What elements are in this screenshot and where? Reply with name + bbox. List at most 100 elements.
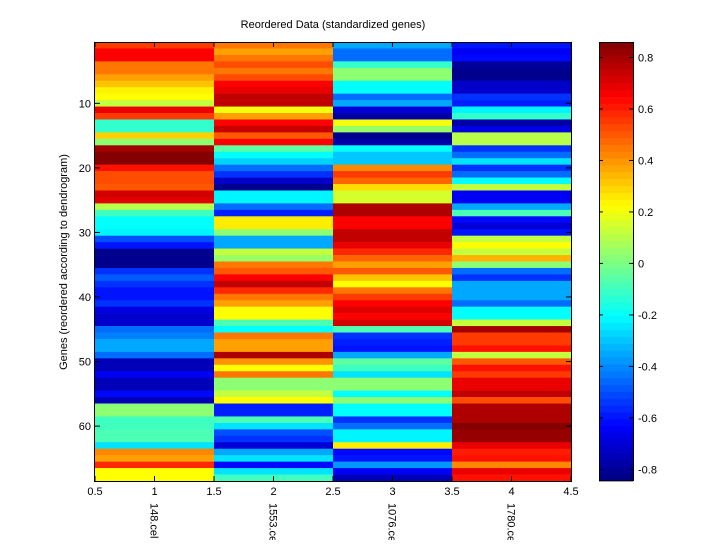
colorbar-swatch: [599, 460, 633, 468]
colorbar-swatch: [599, 96, 633, 105]
colorbar-swatch: [599, 282, 633, 290]
heatmap-cell: [95, 125, 215, 133]
colorbar-swatch: [599, 62, 633, 70]
heatmap-cell: [333, 151, 453, 159]
heatmap-cell: [333, 74, 453, 82]
heatmap-cell: [214, 422, 334, 430]
colorbar-swatch: [599, 384, 633, 393]
heatmap-cell: [452, 119, 572, 127]
heatmap-cell: [333, 138, 453, 146]
heatmap-cell: [452, 358, 572, 366]
heatmap-cell: [452, 216, 572, 224]
heatmap-cell: [333, 48, 453, 56]
heatmap-cell: [95, 164, 215, 172]
heatmap-cell: [214, 429, 334, 437]
heatmap-cell: [214, 377, 334, 385]
heatmap-cell: [452, 390, 572, 398]
colorbar-swatch: [599, 213, 633, 221]
colorbar-swatch: [599, 295, 633, 304]
heatmap-cell: [95, 364, 215, 372]
heatmap-cell: [452, 87, 572, 94]
heatmap-cell: [95, 209, 215, 217]
colorbar-tick-label: 0.6: [638, 104, 653, 116]
heatmap-cell: [452, 222, 572, 230]
heatmap-cell: [452, 235, 572, 243]
heatmap-cell: [452, 416, 572, 424]
heatmap-cell: [214, 358, 334, 366]
colorbar-swatch: [599, 227, 633, 235]
heatmap-cell: [214, 145, 334, 153]
heatmap-cell: [214, 384, 334, 391]
heatmap-cell: [452, 403, 572, 411]
heatmap-cell: [333, 409, 453, 417]
colorbar-swatch: [599, 378, 633, 386]
heatmap-cell: [452, 93, 572, 101]
heatmap-cell: [214, 106, 334, 114]
heatmap-cell: [452, 177, 572, 185]
heatmap-cell: [333, 345, 453, 353]
heatmap-cell: [95, 132, 215, 140]
heatmap-cell: [452, 448, 572, 456]
heatmap-cell: [95, 409, 215, 417]
heatmap-cell: [95, 235, 215, 243]
colorbar-swatch: [599, 69, 633, 77]
heatmap-cell: [333, 106, 453, 114]
y-tick-label: 40: [79, 292, 91, 304]
heatmap-cell: [95, 171, 215, 178]
y-tick-label: 10: [79, 98, 91, 110]
heatmap-cell: [214, 255, 334, 262]
heatmap-cell: [333, 448, 453, 456]
heatmap-cell: [214, 274, 334, 282]
heatmap-cell: [214, 326, 334, 333]
colorbar-swatch: [599, 165, 633, 173]
heatmap-cell: [95, 145, 215, 153]
heatmap-cell: [452, 461, 572, 469]
heatmap-cells: [95, 42, 572, 482]
colorbar-swatch: [599, 467, 633, 475]
chart-title: Reordered Data (standardized genes): [241, 19, 426, 31]
heatmap-cell: [333, 429, 453, 437]
heatmap-cell: [214, 267, 334, 275]
heatmap-cell: [95, 384, 215, 391]
heatmap-cell: [214, 313, 334, 320]
heatmap-cell: [95, 403, 215, 411]
heatmap-cell: [333, 255, 453, 262]
colorbar-swatch: [599, 309, 633, 317]
heatmap-cell: [452, 209, 572, 217]
heatmap-cell: [452, 267, 572, 275]
heatmap-cell: [333, 132, 453, 140]
colorbar-swatch: [599, 158, 633, 166]
heatmap-cell: [214, 229, 334, 236]
heatmap-cell: [452, 274, 572, 282]
heatmap-cell: [333, 125, 453, 133]
heatmap-cell: [333, 455, 453, 462]
heatmap-cell: [333, 326, 453, 333]
heatmap-cell: [333, 261, 453, 269]
x-tick-label: 3: [389, 486, 395, 498]
heatmap-cell: [452, 158, 572, 165]
x-tick-label: 1.5: [206, 486, 221, 498]
colorbar-swatch: [599, 323, 633, 331]
colorbar-swatch: [599, 76, 633, 84]
heatmap-cell: [95, 158, 215, 165]
heatmap-cell: [333, 351, 453, 359]
heatmap-cell: [95, 448, 215, 456]
heatmap-cell: [333, 145, 453, 153]
heatmap-cell: [95, 468, 215, 475]
colorbar-swatch: [599, 179, 633, 187]
heatmap-cell: [452, 229, 572, 236]
heatmap-cell: [333, 177, 453, 185]
heatmap-cell: [333, 300, 453, 307]
heatmap-cell: [95, 74, 215, 82]
heatmap-cell: [452, 138, 572, 146]
heatmap-cell: [214, 338, 334, 346]
heatmap-cell: [452, 422, 572, 430]
colorbar-swatch: [599, 398, 633, 406]
colorbar-swatch: [599, 90, 633, 98]
colorbar-tick-label: -0.4: [638, 361, 657, 373]
heatmap-cell: [333, 416, 453, 424]
heatmap-cell: [95, 196, 215, 204]
x-tick-label: 0.5: [87, 486, 102, 498]
heatmap-cell: [333, 435, 453, 443]
